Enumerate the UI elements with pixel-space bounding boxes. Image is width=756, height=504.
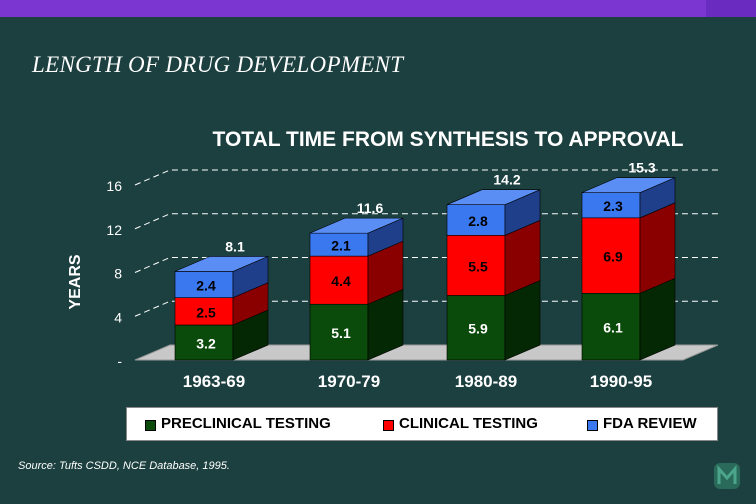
bar-1963-69-segment-0 [174,324,234,361]
chart-title: TOTAL TIME FROM SYNTHESIS TO APPROVAL [212,128,684,151]
data-label: 5.9 [468,321,488,337]
data-label: 2.5 [196,304,216,320]
y-axis-label: YEARS [67,254,84,309]
x-tick-label: 1990-95 [590,372,652,391]
y-tick-label: 8 [114,266,122,282]
bar-1980-89-top [446,189,541,205]
legend-swatch-fda [587,420,598,431]
top-accent-corner [706,0,756,17]
bar-1963-69-segment-1 [174,297,234,326]
chart-legend: PRECLINICAL TESTING CLINICAL TESTING FDA… [126,407,718,441]
data-label: 3.2 [196,336,216,352]
y-tick-label: - [117,353,122,369]
top-accent-bar [0,0,756,17]
bar-1990-95-top [581,177,676,193]
data-label: 5.1 [331,325,351,341]
bar-1990-95-segment-2 [581,192,641,219]
total-label: 14.2 [493,172,520,188]
slide-title: LENGTH OF DRUG DEVELOPMENT [32,52,404,77]
x-tick-label: 1963-69 [183,372,245,391]
bar-1990-95-segment-0 [581,292,641,361]
y-tick-label: 4 [114,309,122,325]
x-tick-label: 1970-79 [318,372,380,391]
legend-label-clinical: CLINICAL TESTING [399,415,538,432]
data-label: 2.3 [603,198,623,214]
legend-swatch-preclinical [145,420,156,431]
legend-label-preclinical: PRECLINICAL TESTING [161,415,331,432]
bar-1990-95-segment-1 [581,217,641,294]
bar-1970-79-segment-1 [309,255,369,305]
total-label: 8.1 [225,238,245,254]
total-label: 15.3 [628,160,655,176]
stacked-bar-chart: - 4 8 12 16 YEARS 3.2 2.5 2.4 8.1 1963-69 5.1 4.4 2.1… [67,160,719,391]
x-tick-label: 1980-89 [455,372,517,391]
data-label: 5.5 [468,258,488,274]
bar-1970-79-top [309,217,404,234]
bar-1990-95-side-1 [639,202,676,294]
data-label: 4.4 [331,273,351,289]
source-note: Source: Tufts CSDD, NCE Database, 1995. [18,460,230,472]
data-label: 6.1 [603,320,623,336]
bar-1963-69-top [174,256,269,272]
bar-1980-89-segment-0 [446,295,506,361]
data-label: 2.1 [331,238,351,254]
y-tick-label: 12 [106,222,122,238]
bar-1980-89-segment-2 [446,204,506,236]
data-label: 2.8 [468,213,488,229]
gridline-4 [134,169,718,186]
company-logo-icon [714,463,740,489]
y-tick-label: 16 [106,178,122,194]
total-label: 11.6 [357,200,384,216]
legend-swatch-clinical [383,420,394,431]
data-label: 2.4 [196,278,216,294]
legend-label-fda: FDA REVIEW [603,415,697,432]
bar-1980-89-segment-1 [446,235,506,296]
data-label: 6.9 [603,249,623,265]
